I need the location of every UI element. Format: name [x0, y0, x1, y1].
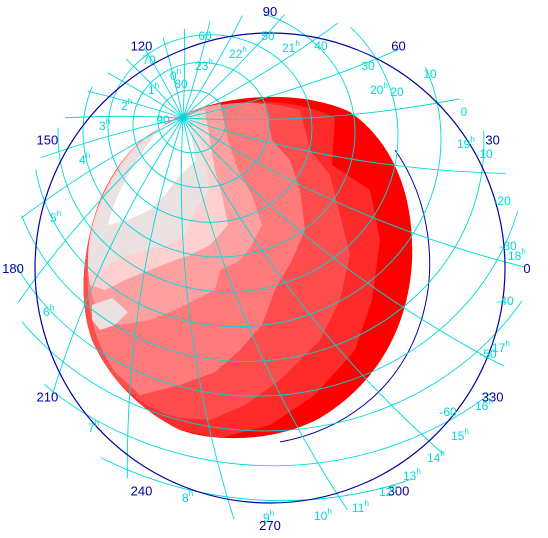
hour-line: [16, 61, 184, 119]
declination-circle: [57, 14, 399, 293]
declination-label: -30: [499, 239, 517, 253]
hour-line: [16, 117, 184, 522]
hour-line: [16, 14, 184, 119]
hour-line: [126, 117, 184, 522]
declination-label: 40: [314, 39, 328, 53]
azimuth-label: 300: [388, 484, 410, 499]
hour-label: 6h: [43, 303, 54, 319]
azimuth-label: 120: [131, 38, 153, 53]
hour-label: 4h: [79, 151, 90, 167]
azimuth-label: 90: [263, 4, 277, 19]
hour-label: 10h: [314, 507, 332, 523]
hour-label: 23h: [195, 57, 213, 73]
hour-line: [16, 14, 184, 119]
hour-line: [180, 117, 292, 522]
horizon-circle: [34, 32, 506, 504]
hour-label: 5h: [50, 209, 61, 225]
declination-circle: [16, 14, 485, 362]
declination-label: -40: [496, 294, 514, 308]
hour-label: 15h: [451, 427, 469, 443]
hour-line: [16, 117, 184, 487]
hour-line: [182, 117, 431, 522]
hour-line: [16, 14, 184, 119]
hour-line: [16, 117, 184, 522]
declination-label: 80: [174, 77, 188, 91]
hour-label: 9h: [263, 509, 274, 525]
hour-line: [182, 14, 240, 119]
hour-label: 16h: [475, 397, 493, 413]
azimuth-label: 150: [37, 133, 59, 148]
hour-label: 3h: [99, 117, 110, 133]
declination-label: 90: [156, 113, 170, 127]
hour-line: [74, 14, 186, 119]
declination-label: 50: [261, 29, 275, 43]
declination-label: 30: [361, 59, 375, 73]
declination-circle: [16, 14, 524, 397]
heat-band-pale-lower: [92, 298, 128, 330]
hour-label: 17h: [492, 339, 510, 355]
hour-line: [182, 14, 496, 119]
hour-line: [16, 115, 184, 227]
hour-label: 1h: [148, 81, 159, 97]
declination-label: 10: [423, 67, 437, 81]
azimuth-label: 60: [391, 38, 405, 53]
azimuth-label: 0: [523, 261, 530, 276]
declination-circle: [132, 61, 270, 189]
declination-label: 60: [198, 29, 212, 43]
declination-circle: [16, 14, 524, 467]
hour-label: 2h: [121, 97, 132, 113]
azimuth-label: 240: [131, 484, 153, 499]
hour-line: [16, 14, 184, 119]
declination-label: -20: [493, 194, 511, 208]
hour-line: [182, 117, 524, 300]
declination-label: -10: [475, 147, 493, 161]
declination-circle: [16, 14, 524, 432]
azimuth-label: 30: [485, 133, 499, 148]
declination-label: 20: [390, 85, 404, 99]
declination-circle: [16, 14, 524, 502]
hour-line: [182, 14, 365, 119]
declination-label: -50: [479, 347, 497, 361]
declination-label: 0: [461, 105, 468, 119]
declination-label: 70: [142, 53, 156, 67]
hour-label: 13h: [403, 467, 421, 483]
hour-line: [182, 117, 524, 175]
heatmap-blob: [83, 96, 413, 439]
hour-label: 21h: [282, 39, 300, 55]
hour-label: 11h: [352, 499, 369, 515]
azimuth-label: 330: [482, 390, 504, 405]
grid-labels: 90 80 70 60 50 40 30 20 10 0 -10 -20 -30 -40 -50 -60 0h 1…: [43, 29, 526, 525]
azimuth-label: 180: [2, 261, 24, 276]
hour-label: 20h: [370, 81, 388, 97]
hour-label: 8h: [182, 489, 193, 505]
declination-label: -60: [439, 405, 457, 419]
hour-label: 14h: [427, 449, 445, 465]
hour-line: [182, 14, 524, 119]
declination-circle: [82, 14, 356, 258]
hour-line: [182, 117, 524, 431]
hour-label: 7h: [88, 419, 99, 435]
heat-band-white: [108, 116, 196, 225]
azimuth-label: 270: [259, 518, 281, 533]
hour-line: [16, 117, 184, 366]
hour-label: 0h: [170, 67, 181, 83]
azimuth-label: 210: [37, 390, 59, 405]
